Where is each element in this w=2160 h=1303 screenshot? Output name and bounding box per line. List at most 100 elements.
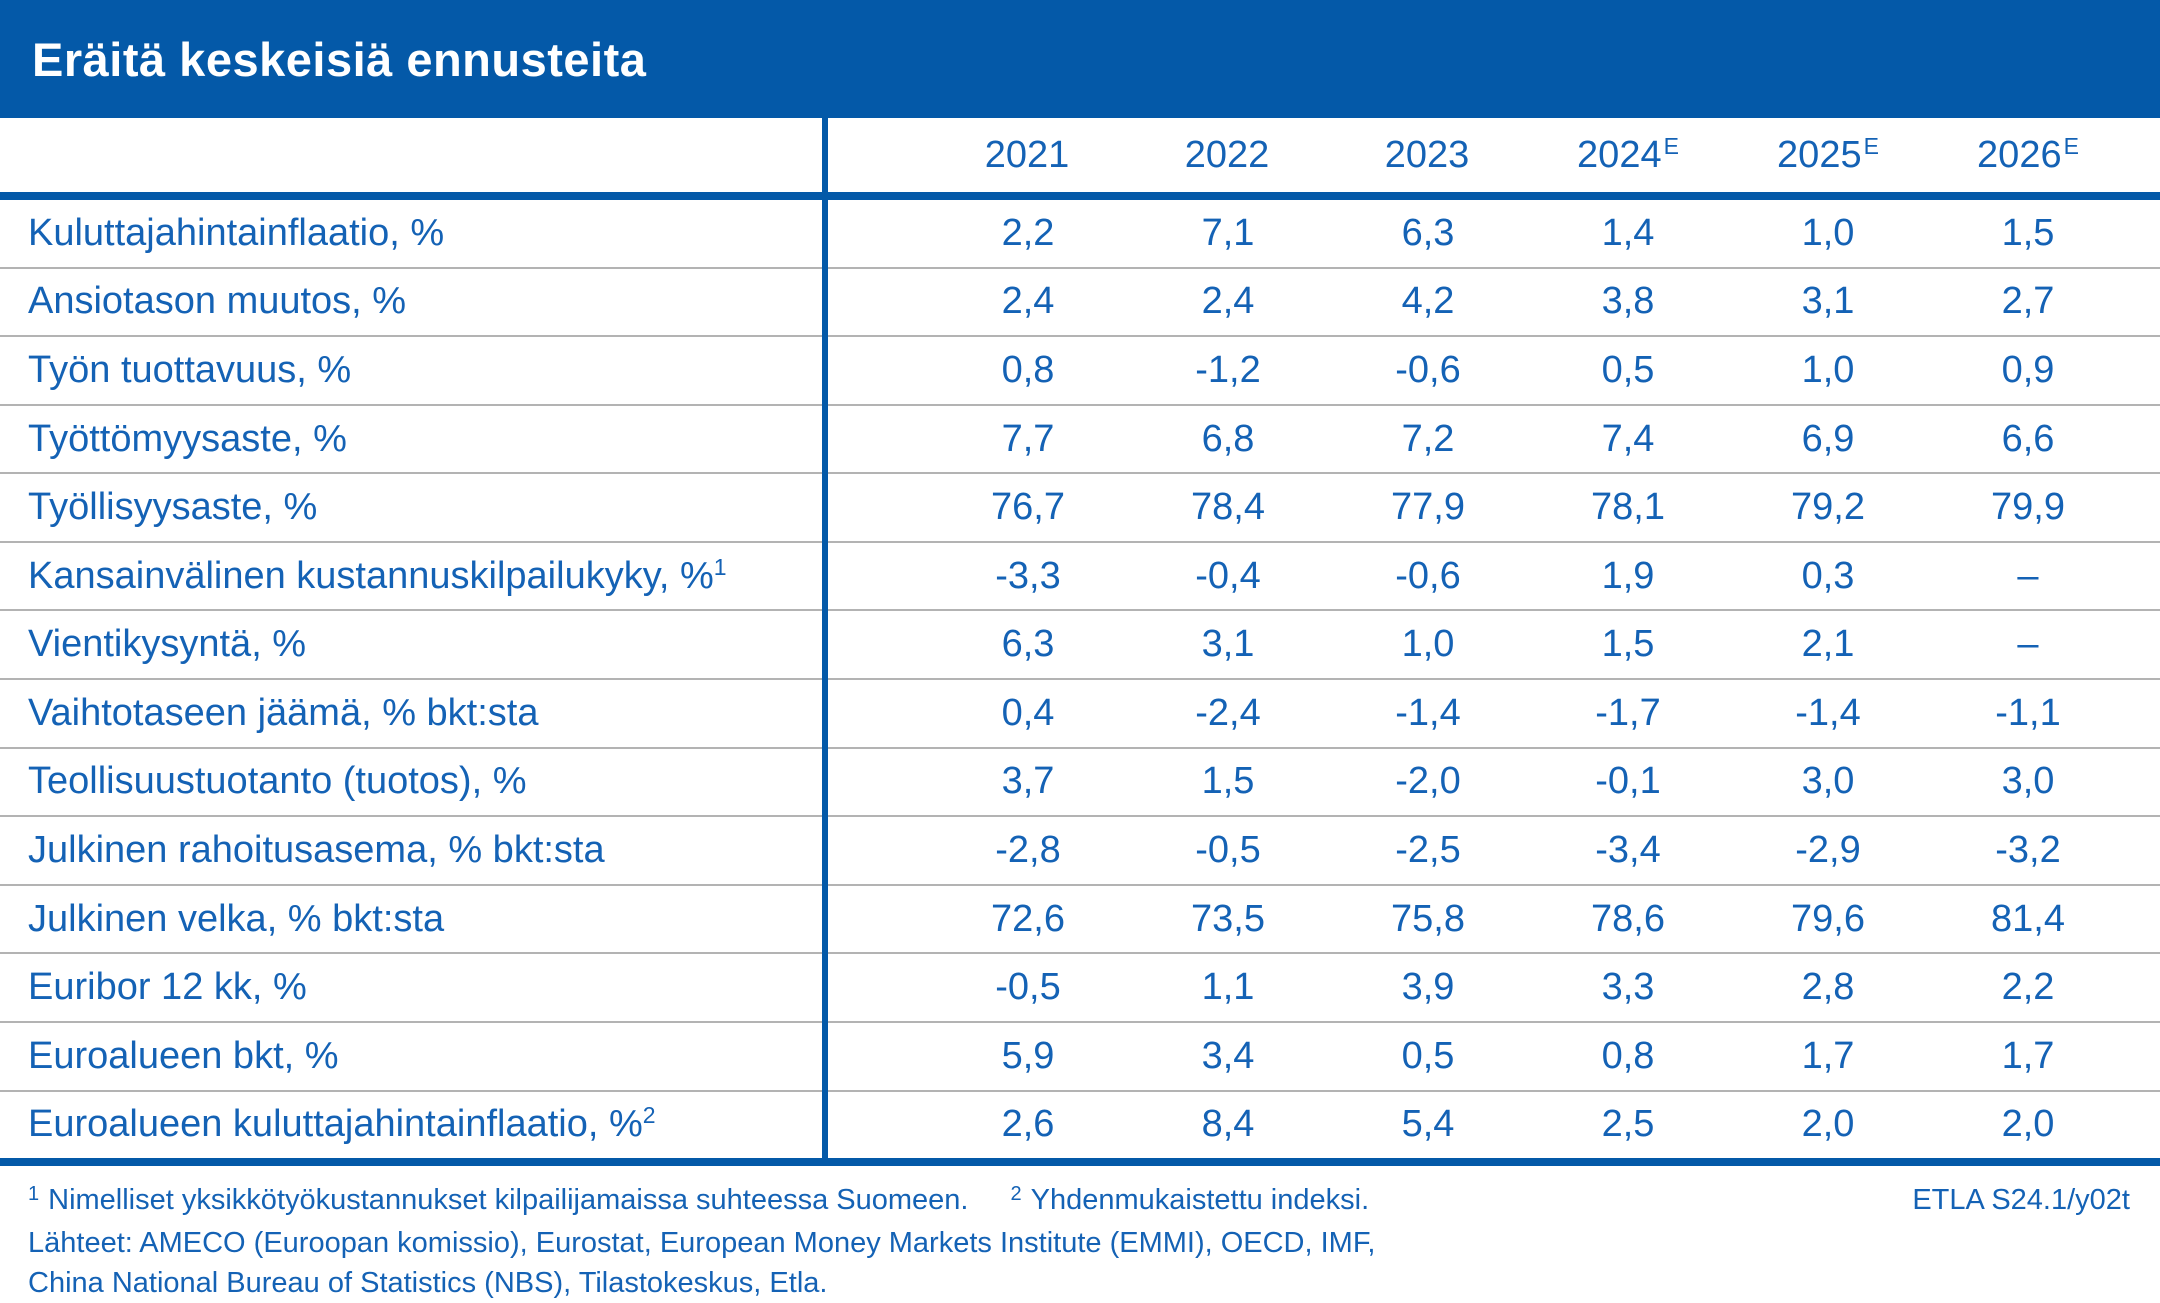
value-cell: -2,5	[1395, 828, 1461, 871]
row-label-text: Vaihtotaseen jäämä, % bkt:sta	[28, 691, 539, 734]
value-cell: 3,1	[1201, 623, 1255, 666]
title-bar: Eräitä keskeisiä ennusteita	[0, 0, 2160, 118]
value-cell: 0,8	[1601, 1034, 1655, 1077]
table-row: Euroalueen bkt, % 5,9 3,4 0,5 0,8 1,7 1,…	[0, 1020, 2160, 1090]
value-cell: 78,1	[1591, 486, 1665, 529]
value-cell: 3,3	[1601, 966, 1655, 1009]
row-label: Julkinen velka, % bkt:sta	[0, 898, 928, 941]
value-cell: 1,5	[1201, 760, 1255, 803]
footnote-2-superscript: 2	[1010, 1183, 1022, 1205]
year-header-2022: 2022	[1128, 134, 1328, 177]
value-cell: 1,0	[1401, 623, 1455, 666]
value-cell: 7,4	[1601, 417, 1655, 460]
value-cell: 6,9	[1801, 417, 1855, 460]
value-cell: 0,5	[1401, 1034, 1455, 1077]
table-row: Vaihtotaseen jäämä, % bkt:sta 0,4 -2,4 -…	[0, 678, 2160, 747]
row-label-text: Teollisuustuotanto (tuotos), %	[28, 760, 527, 803]
value-cell: 1,0	[1801, 211, 1855, 254]
value-cell: 2,2	[1001, 211, 1055, 254]
value-cell: 0,4	[1001, 691, 1055, 734]
footnote-definitions: 1 Nimelliset yksikkötyökustannukset kilpa…	[28, 1180, 1369, 1223]
year-superscript: E	[1863, 132, 1879, 159]
value-cell: -3,2	[1995, 828, 2061, 871]
row-label-text: Työllisyysaste, %	[28, 486, 318, 529]
value-cell: 6,3	[1001, 623, 1055, 666]
header-rule	[0, 192, 2160, 200]
value-cell: -0,6	[1395, 554, 1461, 597]
value-cell: 8,4	[1201, 1103, 1255, 1146]
value-cell: -0,4	[1195, 554, 1261, 597]
value-cell: 77,9	[1391, 486, 1465, 529]
row-label: Työllisyysaste, %	[0, 486, 928, 529]
row-label: Kansainvälinen kustannuskilpailukyky, %1	[0, 554, 928, 598]
table-row: Kansainvälinen kustannuskilpailukyky, %1…	[0, 540, 2160, 610]
value-cell: 76,7	[991, 486, 1065, 529]
row-label: Vaihtotaseen jäämä, % bkt:sta	[0, 692, 928, 735]
year-header-2021: 2021	[928, 134, 1128, 177]
row-label: Työttömyysaste, %	[0, 418, 928, 461]
value-cell: –	[2017, 623, 2039, 666]
value-cell: 1,4	[1601, 211, 1655, 254]
row-label: Kuluttajahintainflaatio, %	[0, 212, 928, 255]
table-row: Euribor 12 kk, % -0,5 1,1 3,9 3,3 2,8 2,…	[0, 952, 2160, 1021]
row-label-text: Vientikysyntä, %	[28, 623, 307, 666]
value-cell: 1,1	[1201, 966, 1255, 1009]
value-cell: -0,5	[1195, 828, 1261, 871]
value-cell: -0,1	[1595, 760, 1661, 803]
footnote-2-text: Yhdenmukaistettu indeksi.	[1030, 1184, 1370, 1216]
table-row: Työn tuottavuus, % 0,8 -1,2 -0,6 0,5 1,0…	[0, 335, 2160, 404]
value-cell: 2,0	[1801, 1103, 1855, 1146]
value-cell: –	[2017, 554, 2039, 597]
row-label: Vientikysyntä, %	[0, 623, 928, 666]
value-cell: 79,9	[1991, 486, 2065, 529]
value-cell: -3,4	[1595, 828, 1661, 871]
table-row: Työttömyysaste, % 7,7 6,8 7,2 7,4 6,9 6,…	[0, 403, 2160, 473]
row-label-superscript: 2	[642, 1102, 656, 1129]
table-row: Julkinen rahoitusasema, % bkt:sta -2,8 -…	[0, 815, 2160, 884]
value-cell: 4,2	[1401, 280, 1455, 323]
year-label: 2024	[1577, 133, 1662, 176]
value-cell: 2,8	[1801, 966, 1855, 1009]
value-cell: -1,4	[1795, 691, 1861, 734]
value-cell: 79,6	[1791, 897, 1865, 940]
table-row: Euroalueen kuluttajahintainflaatio, %2 2…	[0, 1089, 2160, 1159]
value-cell: 79,2	[1791, 486, 1865, 529]
value-cell: 1,5	[2001, 211, 2055, 254]
row-label: Julkinen rahoitusasema, % bkt:sta	[0, 829, 928, 872]
value-cell: 0,8	[1001, 348, 1055, 391]
value-cell: 78,4	[1191, 486, 1265, 529]
row-label-text: Kuluttajahintainflaatio, %	[28, 211, 445, 254]
sources-line-2: China National Bureau of Statistics (NBS…	[28, 1267, 828, 1299]
row-label: Euroalueen kuluttajahintainflaatio, %2	[0, 1102, 928, 1146]
year-header-2024: 2024E	[1528, 133, 1728, 177]
value-cell: -1,4	[1395, 691, 1461, 734]
row-label-text: Työn tuottavuus, %	[28, 348, 352, 391]
value-cell: -1,2	[1195, 348, 1261, 391]
row-label-text: Julkinen rahoitusasema, % bkt:sta	[28, 828, 605, 871]
value-cell: 6,3	[1401, 211, 1455, 254]
value-cell: 5,4	[1401, 1103, 1455, 1146]
year-header-row: 2021 2022 2023 2024E 2025E 2026E	[0, 118, 2160, 192]
bottom-rule	[0, 1158, 2160, 1166]
footnotes: 1 Nimelliset yksikkötyökustannukset kilpa…	[0, 1166, 2160, 1303]
row-label: Euroalueen bkt, %	[0, 1035, 928, 1078]
sources-line-1: Lähteet: AMECO (Euroopan komissio), Euro…	[28, 1227, 1376, 1259]
row-label-text: Julkinen velka, % bkt:sta	[28, 897, 445, 940]
value-cell: 0,3	[1801, 554, 1855, 597]
value-cell: 7,2	[1401, 417, 1455, 460]
value-cell: 73,5	[1191, 897, 1265, 940]
value-cell: -1,7	[1595, 691, 1661, 734]
value-cell: 2,0	[2001, 1103, 2055, 1146]
value-cell: 0,9	[2001, 348, 2055, 391]
value-cell: 7,7	[1001, 417, 1055, 460]
value-cell: 3,9	[1401, 966, 1455, 1009]
footnote-1-text: Nimelliset yksikkötyökustannukset kilpai…	[48, 1184, 969, 1216]
value-cell: 75,8	[1391, 897, 1465, 940]
row-label-text: Euroalueen kuluttajahintainflaatio, %	[28, 1103, 643, 1146]
page-title: Eräitä keskeisiä ennusteita	[32, 32, 647, 86]
row-label-text: Työttömyysaste, %	[28, 417, 347, 460]
etla-code: ETLA S24.1/y02t	[1912, 1184, 2130, 1216]
footnote-1-superscript: 1	[28, 1183, 40, 1205]
value-cell: 7,1	[1201, 211, 1255, 254]
